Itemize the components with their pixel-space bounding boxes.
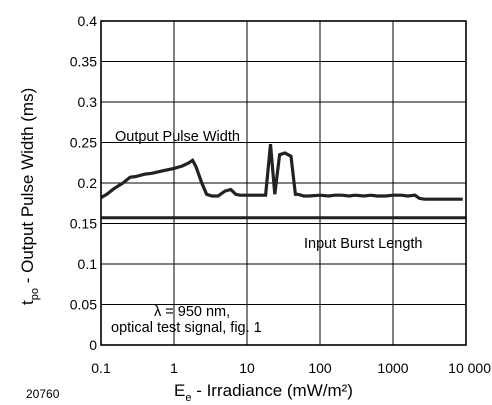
plot-series [100,143,466,220]
x-tick-label: 10 [239,360,255,376]
y-tick-label: 0 [89,337,97,353]
x-axis-title-rest: - Irradiance (mW/m²) [191,381,353,400]
x-tick-label: 10 000 [448,360,491,376]
y-tick-label: 0.4 [78,13,98,29]
condition-wavelength: λ = 950 nm, [154,304,230,320]
x-tick-label: 1 [170,360,178,376]
condition-test-signal: optical test signal, fig. 1 [111,320,262,336]
y-tick-label: 0.3 [78,94,98,110]
x-tick-label: 100 [308,360,332,376]
x-axis-title: Ee - Irradiance (mW/m²) [174,381,353,404]
y-axis-title-subscript: po [29,288,41,300]
y-tick-labels: 0 0.05 0.1 0.15 0.2 0.25 0.3 0.35 0.4 [70,13,97,353]
y-axis-title: tpo - Output Pulse Width (ms) [18,88,41,305]
y-tick-label: 0.2 [78,175,98,191]
x-tick-label: 1000 [377,360,408,376]
output-pulse-width-label: Output Pulse Width [115,129,240,145]
series-line-output-pulse-width [100,143,463,201]
x-axis-title-subscript: e [185,392,191,404]
x-axis-title-main: E [174,381,185,400]
y-tick-label: 0.35 [70,54,97,70]
y-tick-label: 0.05 [70,297,97,313]
y-tick-label: 0.25 [70,135,97,151]
y-tick-label: 0.1 [78,256,98,272]
x-tick-labels: 0.1 1 10 100 1000 10 000 [91,360,491,376]
x-tick-label: 0.1 [91,360,111,376]
figure-id: 20760 [26,387,60,401]
input-burst-length-label: Input Burst Length [304,236,423,252]
y-axis-title-rest: - Output Pulse Width (ms) [18,88,37,288]
y-tick-label: 0.15 [70,216,97,232]
y-axis-title-main: t [18,300,37,305]
plot-frame [100,20,467,346]
